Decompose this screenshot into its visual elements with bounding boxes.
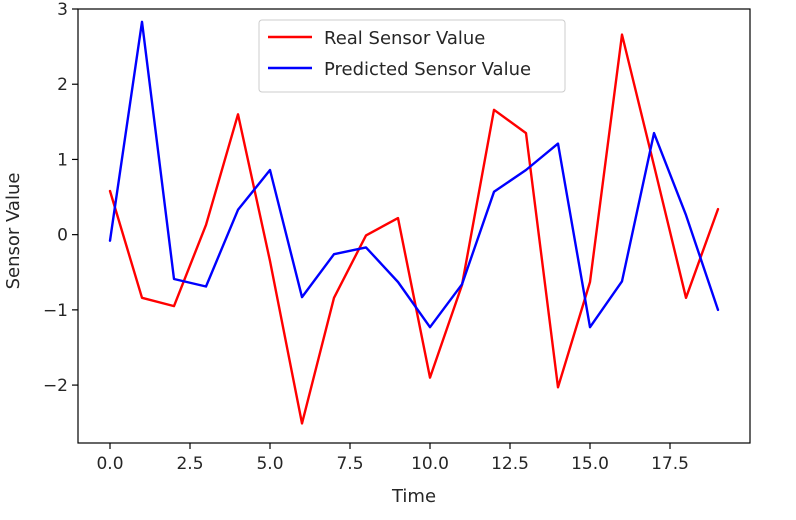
series-layer xyxy=(108,20,720,425)
y-tick-label: 3 xyxy=(57,0,68,20)
x-axis-label: Time xyxy=(391,486,436,507)
x-tick-label: 17.5 xyxy=(651,454,689,474)
x-tick-label: 15.0 xyxy=(571,454,609,474)
series-line-1 xyxy=(108,20,720,329)
x-tick-label: 2.5 xyxy=(176,454,203,474)
x-tick-label: 0.0 xyxy=(96,454,123,474)
x-tick-label: 7.5 xyxy=(336,454,363,474)
y-axis-label: Sensor Value xyxy=(3,173,24,290)
plot-frame xyxy=(77,8,751,444)
y-tick-label: 0 xyxy=(57,226,68,246)
x-tick-label: 10.0 xyxy=(411,454,449,474)
x-tick-label: 5.0 xyxy=(256,454,283,474)
y-tick-label: 1 xyxy=(57,150,68,170)
legend-box xyxy=(258,19,566,93)
x-axis: 0.0 2.5 5.0 7.5 10.0 12.5 15.0 17.5 xyxy=(96,443,689,474)
legend-label-1: Predicted Sensor Value xyxy=(324,59,531,80)
x-tick-label: 12.5 xyxy=(491,454,529,474)
legend: Real Sensor Value Predicted Sensor Value xyxy=(258,19,566,93)
legend-label-0: Real Sensor Value xyxy=(324,28,485,49)
y-tick-label: −2 xyxy=(43,376,68,396)
series-line-0 xyxy=(108,33,720,425)
y-tick-label: −1 xyxy=(43,301,68,321)
y-axis: −2 −1 0 1 2 3 xyxy=(43,0,78,396)
y-tick-label: 2 xyxy=(57,75,68,95)
